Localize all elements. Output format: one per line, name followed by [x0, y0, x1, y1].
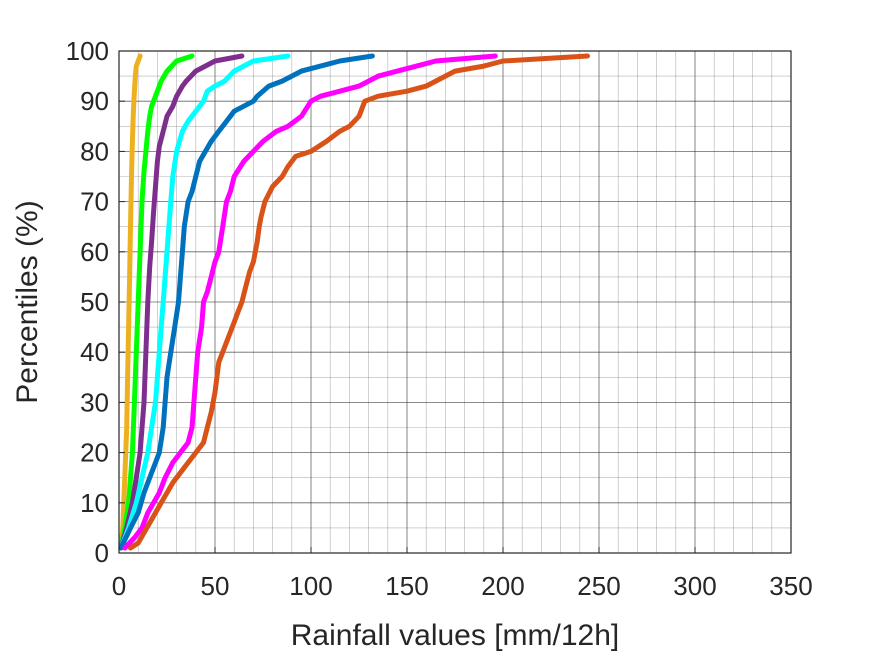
y-tick-label: 80: [80, 136, 109, 166]
series-layer: [118, 53, 590, 551]
x-tick-label: 50: [201, 571, 230, 601]
x-tick-label: 300: [673, 571, 716, 601]
y-tick-label: 100: [66, 36, 109, 66]
series-line-2: [118, 53, 195, 551]
y-tick-label: 10: [80, 488, 109, 518]
x-tick-label: 0: [112, 571, 126, 601]
series-line-1: [118, 53, 143, 551]
y-tick-label: 70: [80, 187, 109, 217]
x-tick-label: 350: [769, 571, 812, 601]
series-line-4: [118, 53, 291, 551]
major-grid: [119, 51, 791, 553]
y-tick-label: 40: [80, 337, 109, 367]
x-tick-label: 200: [481, 571, 524, 601]
y-tick-label: 90: [80, 86, 109, 116]
y-axis-ticks: 0 10 20 30 40 50 60 70 80 90 100: [66, 36, 125, 568]
series-line-7: [128, 53, 590, 551]
series-line-5: [118, 53, 375, 551]
x-axis-ticks: 0 50 100 150 200 250 300 350: [112, 547, 813, 601]
x-axis-label: Rainfall values [mm/12h]: [291, 619, 619, 652]
series-line-3: [118, 53, 245, 551]
x-tick-label: 250: [577, 571, 620, 601]
series-line-6: [122, 53, 498, 551]
y-tick-label: 50: [80, 287, 109, 317]
y-axis-label: Percentiles (%): [11, 200, 44, 403]
y-tick-label: 20: [80, 438, 109, 468]
x-tick-label: 150: [385, 571, 428, 601]
y-tick-label: 30: [80, 387, 109, 417]
y-tick-label: 60: [80, 237, 109, 267]
x-tick-label: 100: [289, 571, 332, 601]
y-tick-label: 0: [95, 538, 109, 568]
